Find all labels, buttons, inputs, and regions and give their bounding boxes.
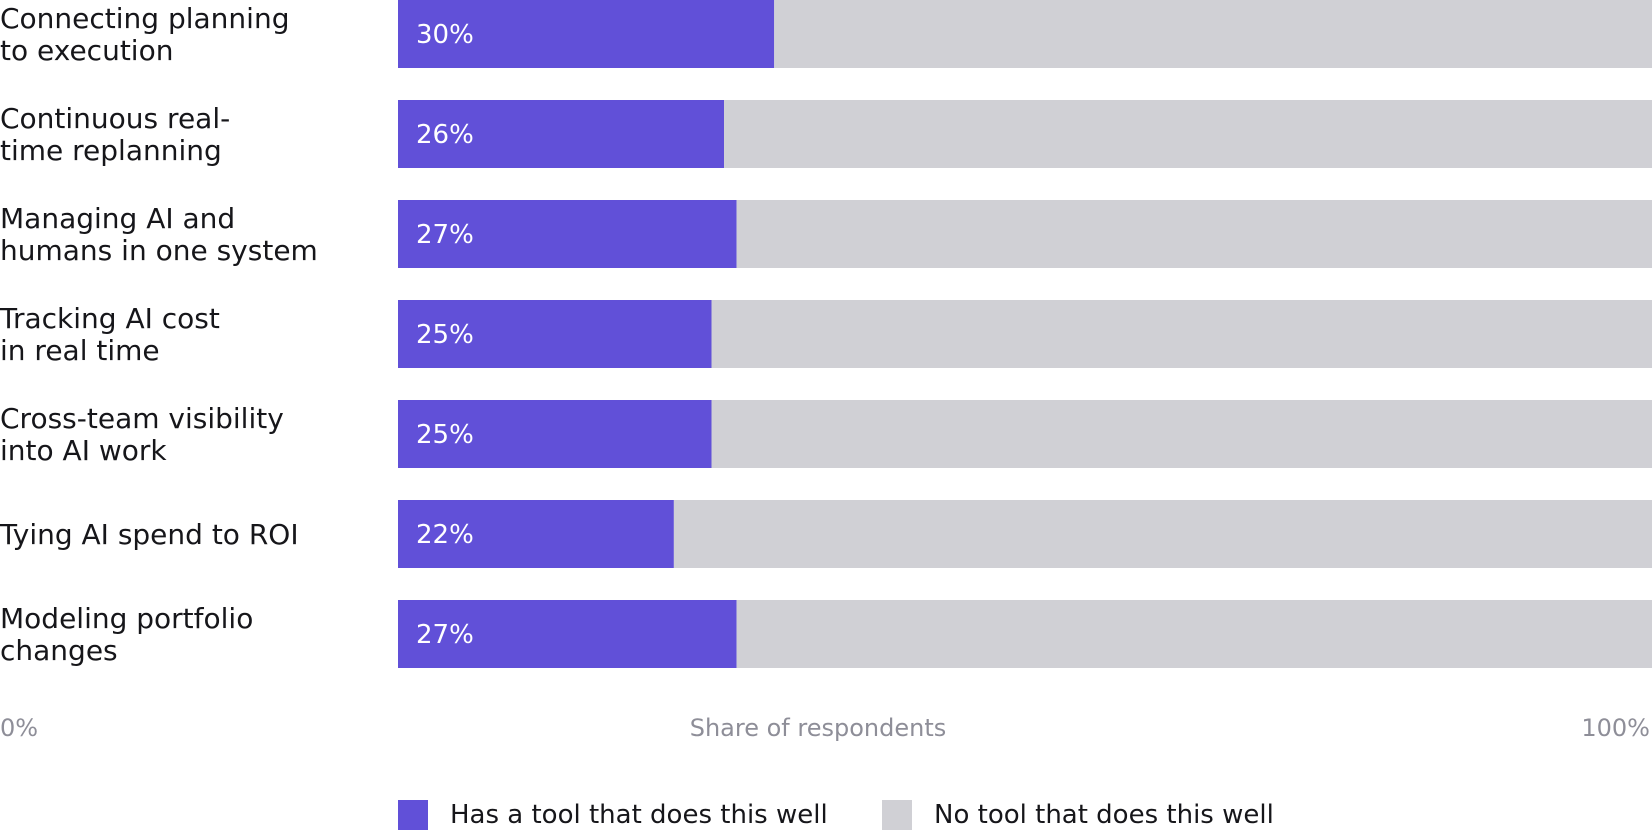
bar-has-tool-0 [398, 0, 775, 68]
bar-no-tool-5 [673, 500, 1652, 568]
bar-no-tool-0 [774, 0, 1652, 68]
bar-no-tool-3 [711, 300, 1652, 368]
bar-value-label-3: 25% [416, 320, 474, 350]
bar-has-tool-6 [398, 600, 737, 668]
bar-no-tool-6 [736, 600, 1652, 668]
bar-no-tool-4 [711, 400, 1652, 468]
bar-no-tool-1 [724, 100, 1652, 168]
category-labels: Connecting planning to execution Continuou… [0, 2, 318, 667]
bar-value-label-2: 27% [416, 220, 474, 250]
category-label-1: Continuous real-time replanning [0, 102, 230, 167]
x-axis-max-label: 100% [1581, 714, 1650, 742]
bar-value-label-6: 27% [416, 620, 474, 650]
category-label-2: Managing AI and humans in one system [0, 202, 318, 267]
legend-label-no-tool: No tool that does this well [934, 800, 1274, 830]
bar-has-tool-5 [398, 500, 674, 568]
legend: Has a tool that does this well No tool t… [398, 800, 1274, 830]
bar-value-label-5: 22% [416, 520, 474, 550]
bar-has-tool-3 [398, 300, 712, 368]
category-label-5: Tying AI spend to ROI [0, 518, 299, 551]
category-label-6: Modeling portfolio changes [0, 602, 253, 667]
category-label-0: Connecting planning to execution [0, 2, 289, 67]
legend-swatch-no-tool [882, 800, 912, 830]
bars-group: 30% 26% 27% 25% 25% 22% 27% [398, 0, 1652, 668]
bar-has-tool-1 [398, 100, 725, 168]
x-axis-title: Share of respondents [690, 714, 947, 742]
bar-value-label-1: 26% [416, 120, 474, 150]
x-axis-min-label: 0% [0, 714, 38, 742]
category-label-3: Tracking AI cost in real time [0, 302, 220, 367]
category-label-4: Cross-team visibility into AI work [0, 402, 284, 467]
x-axis: 0% Share of respondents 100% [0, 714, 1650, 742]
bar-no-tool-2 [736, 200, 1652, 268]
bar-has-tool-4 [398, 400, 712, 468]
bar-has-tool-2 [398, 200, 737, 268]
bar-value-label-4: 25% [416, 420, 474, 450]
bar-value-label-0: 30% [416, 20, 474, 50]
legend-label-has-tool: Has a tool that does this well [450, 800, 828, 830]
legend-swatch-has-tool [398, 800, 428, 830]
